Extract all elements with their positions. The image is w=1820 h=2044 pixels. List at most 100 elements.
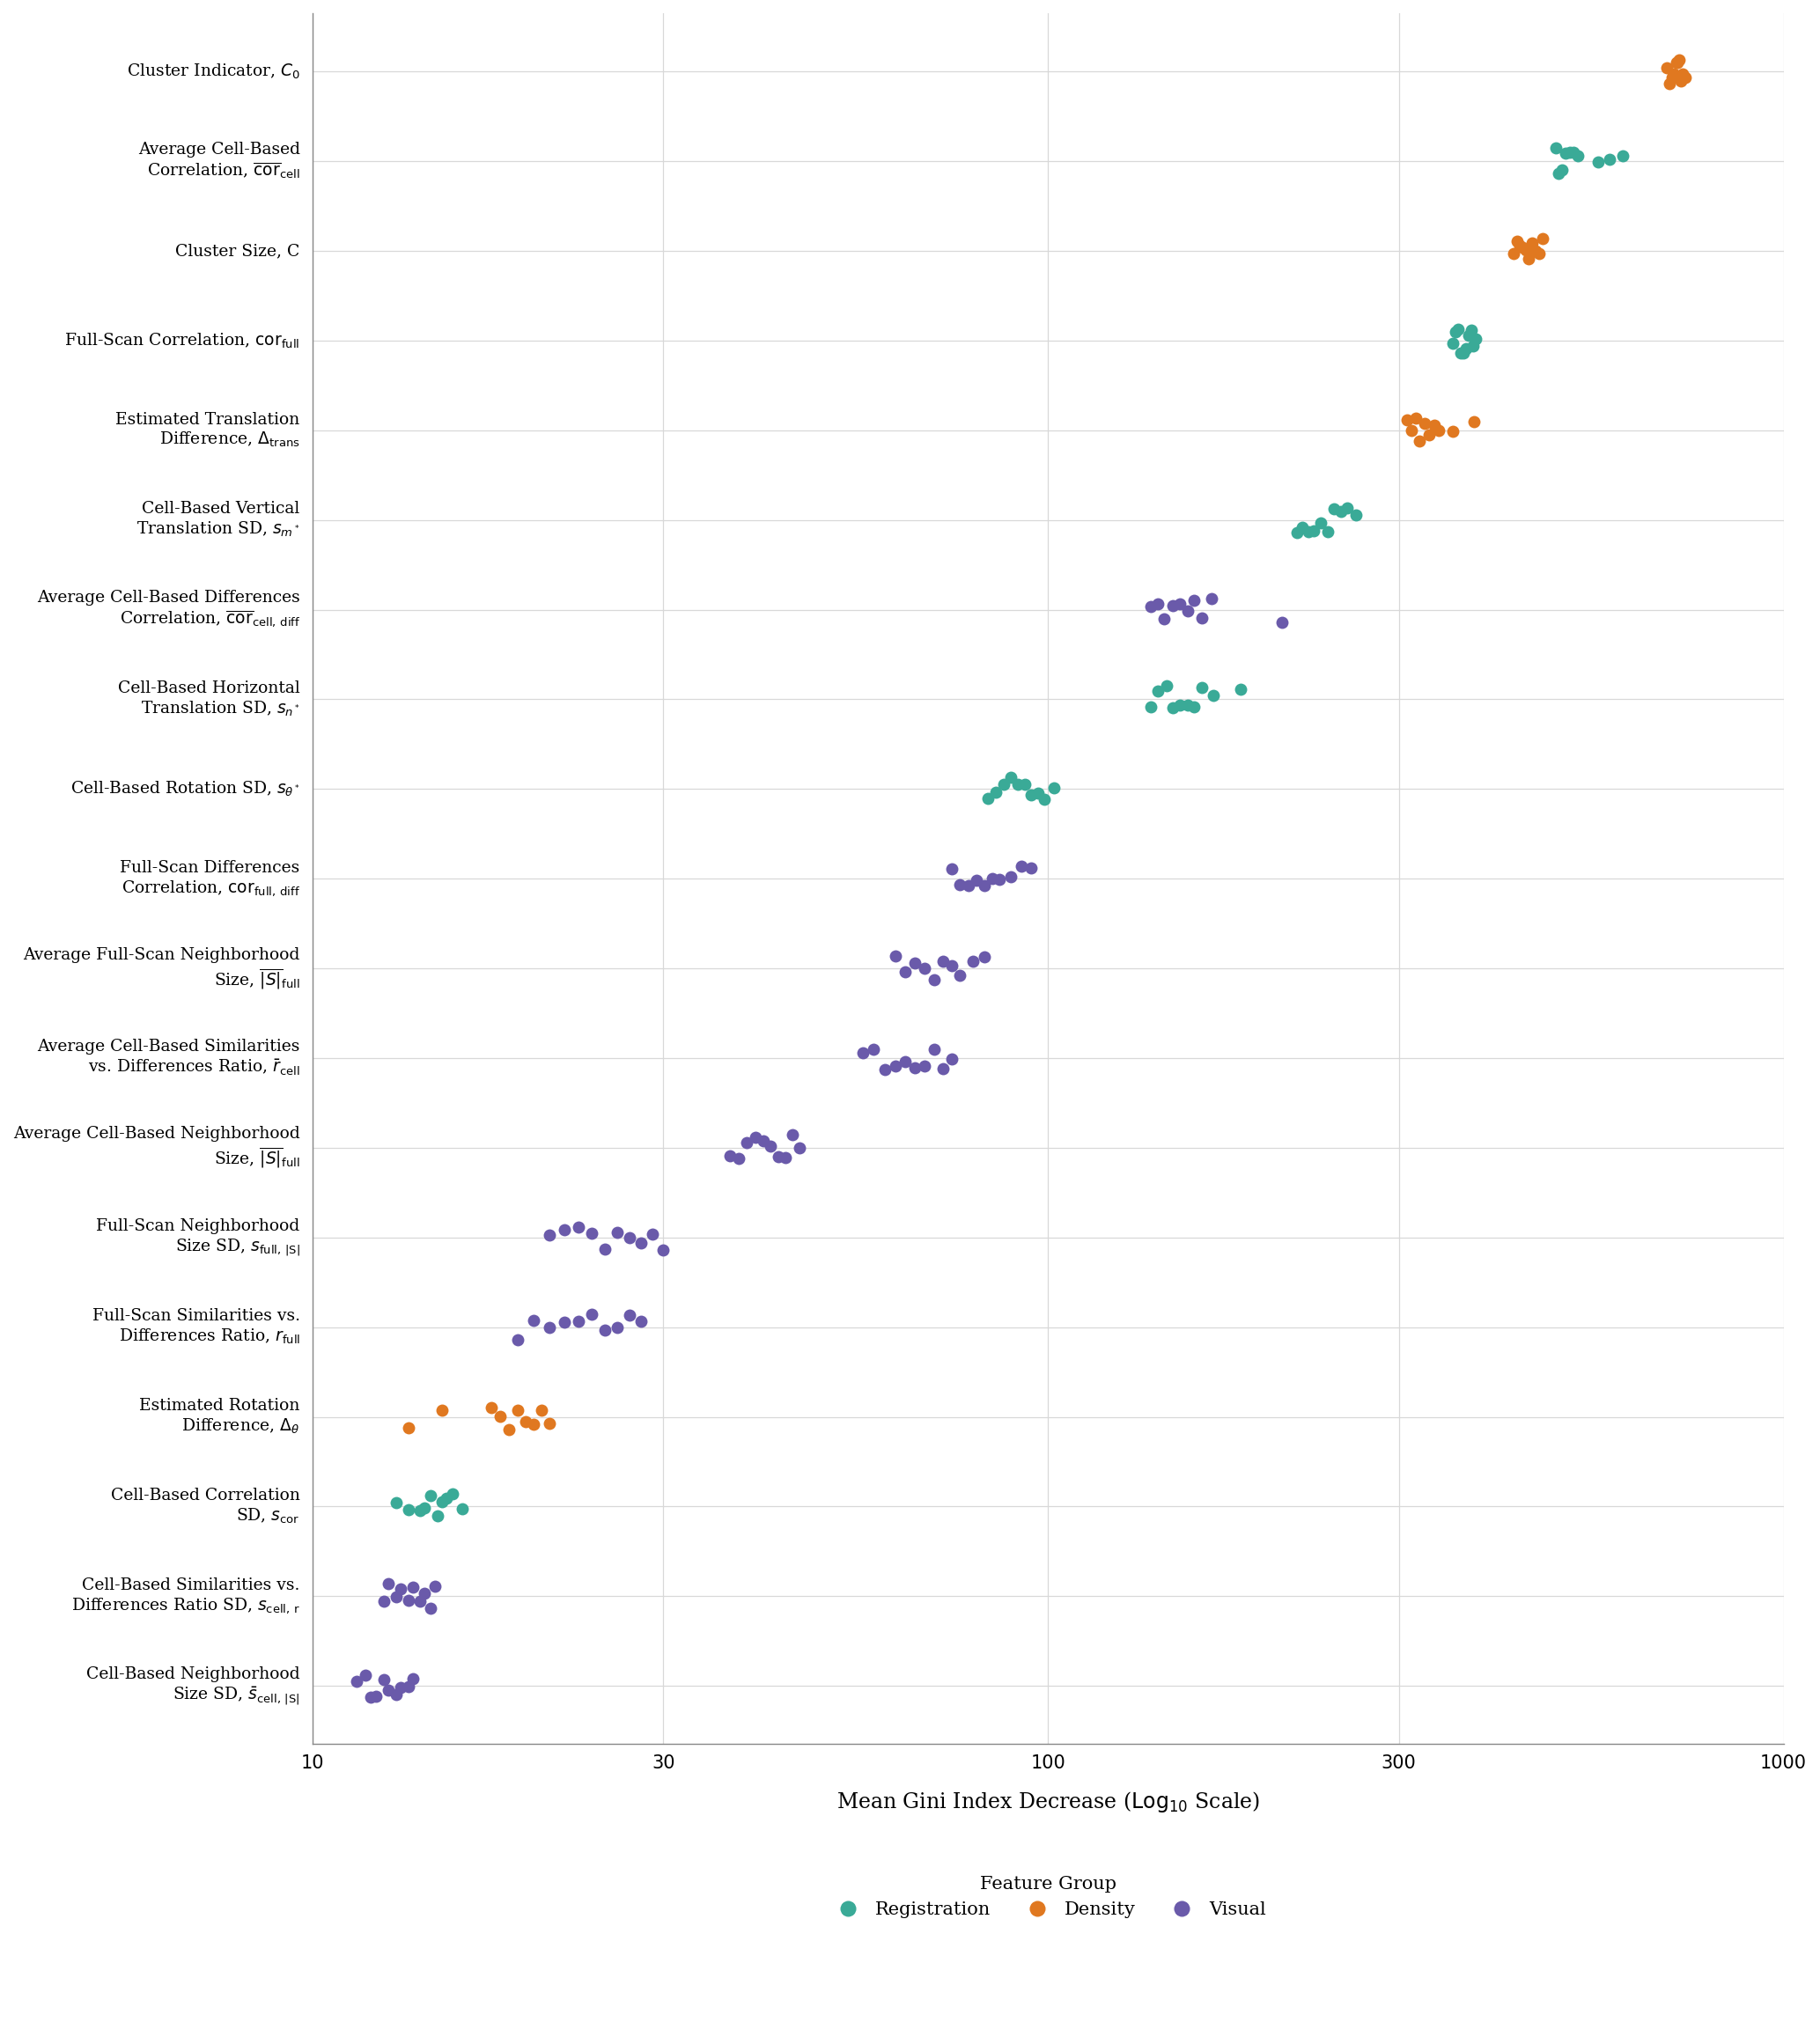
- Point: [564, 1304, 593, 1337]
- Point: [881, 1051, 910, 1083]
- Point: [417, 1480, 446, 1513]
- Point: [637, 1218, 666, 1251]
- Point: [519, 1304, 548, 1337]
- Point: [1392, 405, 1421, 437]
- Point: [1663, 45, 1693, 78]
- Point: [1558, 137, 1587, 170]
- Point: [1187, 601, 1216, 634]
- Point: [602, 1310, 632, 1343]
- Point: [772, 1141, 801, 1173]
- Point: [1267, 607, 1296, 640]
- Point: [870, 1053, 899, 1085]
- Point: [511, 1404, 541, 1437]
- Point: [1425, 415, 1454, 448]
- Point: [393, 1584, 422, 1617]
- Point: [1518, 227, 1547, 260]
- Point: [422, 1498, 451, 1531]
- Point: [375, 1674, 404, 1707]
- Point: [1165, 689, 1194, 722]
- Point: [399, 1572, 428, 1605]
- Point: [981, 777, 1010, 809]
- Point: [437, 1478, 466, 1511]
- Point: [963, 865, 992, 897]
- Point: [1554, 137, 1583, 170]
- Point: [1136, 591, 1165, 623]
- Point: [1136, 691, 1165, 724]
- Point: [431, 1482, 460, 1515]
- Point: [910, 1051, 939, 1083]
- Point: [1500, 237, 1529, 270]
- Point: [1527, 223, 1556, 256]
- Point: [1294, 515, 1323, 548]
- Point: [428, 1394, 457, 1427]
- Point: [1583, 145, 1613, 178]
- Point: [1653, 51, 1682, 84]
- Point: [615, 1222, 644, 1255]
- Point: [648, 1235, 677, 1267]
- Point: [848, 1036, 877, 1069]
- Point: [382, 1580, 411, 1613]
- Point: [1505, 229, 1534, 262]
- Point: [1447, 337, 1476, 370]
- Point: [477, 1390, 506, 1423]
- Point: [715, 1141, 744, 1173]
- X-axis label: Mean Gini Index Decrease ($\mathrm{Log}_{10}$ Scale): Mean Gini Index Decrease ($\mathrm{Log}_…: [835, 1791, 1259, 1815]
- Legend: Registration, Density, Visual: Registration, Density, Visual: [823, 1868, 1274, 1925]
- Point: [420, 1570, 450, 1602]
- Point: [1003, 769, 1032, 801]
- Point: [535, 1218, 564, 1251]
- Point: [1456, 313, 1485, 345]
- Point: [1174, 689, 1203, 722]
- Point: [748, 1124, 777, 1157]
- Point: [1542, 133, 1571, 166]
- Point: [937, 1042, 966, 1075]
- Point: [1143, 587, 1172, 619]
- Point: [1522, 235, 1551, 268]
- Point: [528, 1394, 557, 1427]
- Point: [564, 1210, 593, 1243]
- Point: [1017, 852, 1046, 885]
- Point: [1405, 425, 1434, 458]
- Point: [784, 1132, 814, 1165]
- Point: [957, 944, 986, 977]
- Point: [386, 1572, 415, 1605]
- Point: [764, 1141, 794, 1173]
- Point: [1662, 45, 1691, 78]
- Point: [1609, 139, 1638, 172]
- Point: [1654, 67, 1684, 100]
- Point: [486, 1400, 515, 1433]
- Point: [1551, 137, 1580, 170]
- Point: [590, 1314, 619, 1347]
- Point: [1179, 585, 1208, 617]
- Point: [890, 957, 919, 989]
- Point: [881, 940, 910, 973]
- Point: [1227, 672, 1256, 705]
- Point: [1594, 143, 1623, 176]
- Point: [901, 946, 930, 979]
- Point: [985, 863, 1014, 895]
- Point: [1017, 779, 1046, 811]
- Point: [919, 1034, 948, 1067]
- Point: [602, 1216, 632, 1249]
- Point: [970, 940, 999, 973]
- Point: [1454, 319, 1483, 352]
- Point: [1461, 323, 1491, 356]
- Point: [410, 1576, 439, 1609]
- Point: [755, 1130, 784, 1163]
- Point: [977, 863, 1006, 895]
- Point: [1460, 329, 1489, 362]
- Point: [1525, 237, 1554, 270]
- Point: [1159, 691, 1188, 724]
- Point: [417, 1592, 446, 1625]
- Point: [928, 944, 957, 977]
- Point: [890, 1044, 919, 1077]
- Point: [577, 1216, 606, 1249]
- Point: [974, 783, 1003, 816]
- Point: [1449, 337, 1478, 370]
- Point: [1187, 672, 1216, 705]
- Point: [1665, 43, 1694, 76]
- Point: [1438, 415, 1467, 448]
- Point: [1174, 595, 1203, 628]
- Point: [502, 1322, 531, 1355]
- Point: [1451, 333, 1480, 366]
